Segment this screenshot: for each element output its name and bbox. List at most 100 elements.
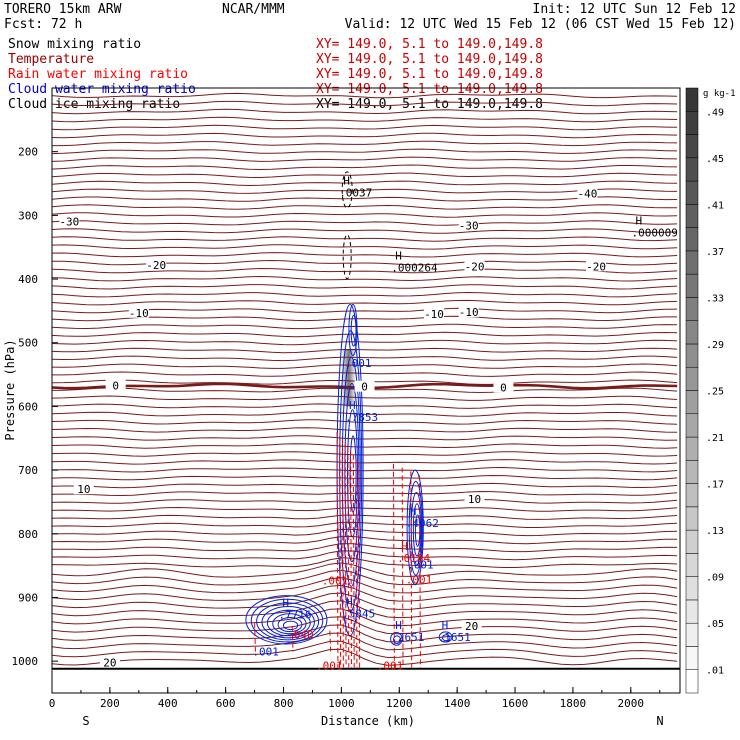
- plot-frame: [51, 87, 681, 694]
- isotherm-line: [52, 284, 678, 290]
- isotherm-line: [52, 291, 678, 298]
- colorbar-segment: [685, 413, 699, 438]
- isotherm-label: 0: [112, 379, 119, 392]
- legend-label-temperature: Temperature: [8, 52, 94, 67]
- contour-layer: -40 -30 -30 -20 -20 -20 -10 -10 -10 0 0 0 10 10 20 20 H.…: [52, 92, 680, 673]
- maximum-marker: H: [442, 619, 449, 632]
- isotherm-line: [52, 315, 678, 322]
- isotherm-line: [52, 267, 678, 274]
- isotherm-line: [52, 557, 678, 568]
- rain-contour: [347, 447, 350, 668]
- cloud-water-contour: [390, 632, 403, 646]
- isotherm-line: [52, 521, 678, 528]
- colorbar-segment: [685, 250, 699, 275]
- colorbar-tick-label: .33: [706, 293, 724, 304]
- isotherm-label-bg: [586, 260, 607, 272]
- isotherm-label: 20: [103, 656, 116, 669]
- cloud-water-contour: [348, 304, 358, 356]
- y-tick-label: 600: [18, 400, 38, 413]
- colorbar-segment: [685, 273, 699, 298]
- isotherm-line: [52, 562, 678, 578]
- isotherm-line: [52, 535, 678, 545]
- colorbar-segment: [685, 320, 699, 345]
- isotherm-line: [52, 592, 678, 610]
- isotherm-label: 0: [500, 381, 507, 394]
- colorbar-segment: [685, 553, 699, 577]
- cloud-water-contour: [408, 480, 423, 576]
- x-tick-label: 1400: [444, 697, 471, 710]
- isotherm-label: 10: [77, 483, 90, 496]
- cloud-water-contour: [256, 602, 320, 641]
- colorbar-segment: [685, 646, 699, 670]
- legend-label-cloud-water: Cloud water mixing ratio: [8, 82, 196, 97]
- maximum-marker: H: [395, 619, 402, 632]
- init-time: Init: 12 UTC Sun 12 Feb 12: [533, 2, 737, 17]
- isotherm-line: [52, 632, 678, 651]
- y-tick-label: 700: [18, 464, 38, 477]
- isotherm-label: 0: [361, 381, 368, 394]
- isotherm-line: [52, 172, 678, 179]
- isotherm-line: [52, 584, 678, 602]
- legend-xy-temperature: XY= 149.0, 5.1 to 149.0,149.8: [316, 52, 543, 67]
- isotherm-line: [52, 419, 678, 425]
- cloud-water-contour: [336, 304, 364, 637]
- isotherm-line: [52, 648, 678, 666]
- model-title: TORERO 15km ARW: [4, 2, 122, 17]
- isotherm-line: [52, 92, 678, 99]
- contour-value-label: .001: [316, 660, 343, 673]
- y-tick-label: 200: [18, 146, 38, 159]
- x-tick-label: 0: [49, 697, 56, 710]
- colorbar-segment: [685, 134, 699, 159]
- isotherm-line: [52, 252, 678, 258]
- isotherm-label-bg: [105, 379, 126, 391]
- forecast-hour: Fcst: 72 h: [4, 17, 82, 32]
- cloud-water-contour: [272, 613, 307, 635]
- x-tick-label: 600: [216, 697, 236, 710]
- isotherm-label: -30: [59, 216, 79, 229]
- contour-value-label: .040: [287, 628, 314, 641]
- maximum-value: .7853: [345, 411, 378, 424]
- x-end-label-south: S: [82, 714, 89, 728]
- isotherm-line: [52, 363, 678, 369]
- cloud-water-contour: [282, 620, 299, 631]
- colorbar-tick-label: .01: [706, 666, 724, 677]
- rain-contour: [254, 622, 256, 652]
- rain-contour: [344, 443, 347, 668]
- isotherm-line: [52, 600, 678, 619]
- colorbar-segment: [685, 506, 699, 531]
- isotherm-line: [52, 347, 678, 354]
- contour-value-label: .001: [377, 660, 404, 673]
- maximum-marker: H: [349, 399, 356, 412]
- isotherm-line: [52, 204, 678, 210]
- rain-contour: [291, 626, 294, 652]
- isotherm-line: [52, 100, 678, 107]
- x-tick-label: 1200: [386, 697, 413, 710]
- colorbar-segment: [685, 483, 699, 508]
- isotherm-line: [52, 188, 678, 194]
- cloud-water-contour: [438, 631, 453, 643]
- maximum-value: .000264: [391, 262, 438, 275]
- isotherm-line: [52, 331, 678, 338]
- isotherm-label-bg: [73, 483, 94, 495]
- cloud-water-contour: [441, 634, 451, 642]
- colorbar-segment: [685, 111, 699, 135]
- legend-xy-rain: XY= 149.0, 5.1 to 149.0,149.8: [316, 67, 543, 82]
- maximum-value: .5845: [342, 607, 375, 620]
- cloud-water-contour: [412, 503, 422, 557]
- legend-label-cloud-ice: Cloud ice mixing ratio: [8, 97, 180, 112]
- y-tick-label: 1000: [12, 655, 39, 668]
- isotherm-label-bg: [146, 259, 167, 271]
- colorbar-segment: [685, 204, 699, 228]
- colorbar-segment: [685, 576, 699, 601]
- y-tick-label: 300: [18, 209, 38, 222]
- isotherm-line: [52, 236, 678, 242]
- colorbar-unit: g kg-1: [703, 89, 736, 99]
- x-tick-label: 400: [158, 697, 178, 710]
- isotherm-line: [52, 608, 678, 627]
- colorbar-tick-label: .45: [706, 154, 724, 165]
- isotherm-line: [52, 116, 678, 123]
- x-axis-title: Distance (km): [321, 714, 415, 728]
- cloud-ice-contour: [341, 171, 353, 209]
- maximum-marker: H: [635, 215, 642, 228]
